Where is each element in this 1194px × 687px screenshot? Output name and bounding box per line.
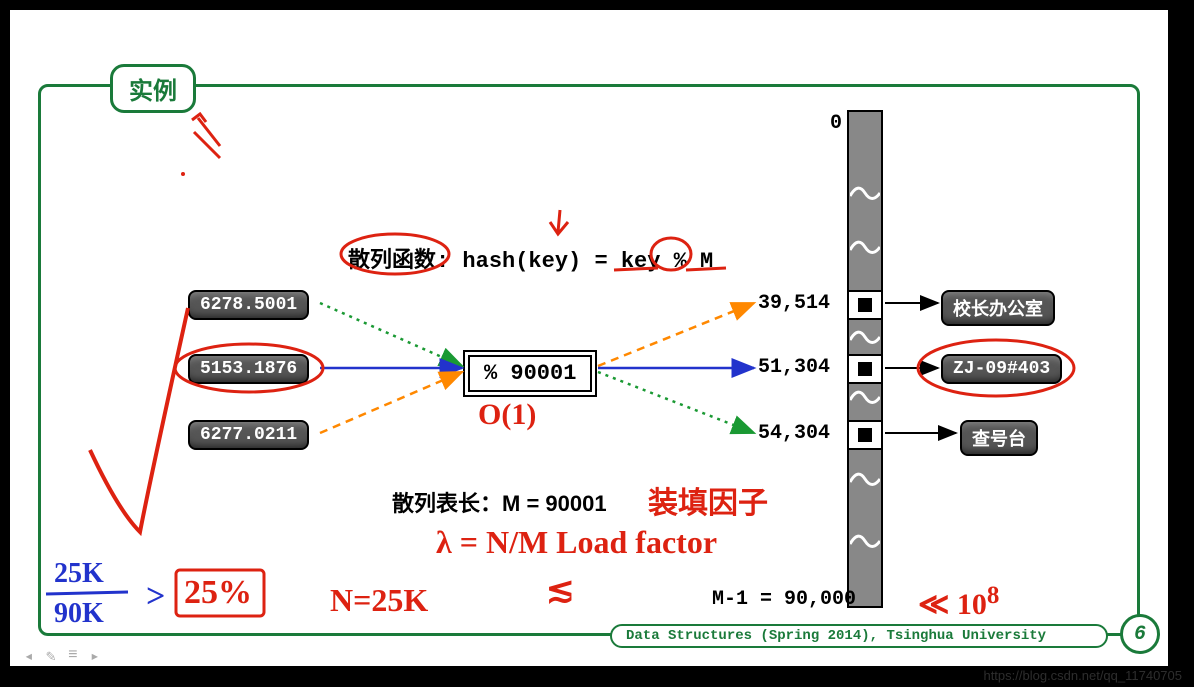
input-pill-1: 5153.1876 [188, 354, 309, 384]
wave-icon [850, 472, 880, 486]
slot-1 [847, 354, 883, 384]
footer-course: Data Structures (Spring 2014), Tsinghua … [610, 624, 1108, 648]
annotation-zhuangtian: 装填因子 [648, 478, 768, 522]
input-pill-2: 6277.0211 [188, 420, 309, 450]
table-length-label: 散列表长：M = 90001 [392, 486, 607, 518]
badge-title: 实例 [110, 64, 196, 113]
nav-pen-icon[interactable]: ✎ [46, 646, 56, 666]
output-pill-2: 查号台 [960, 420, 1038, 456]
hash-box: % 90001 [468, 355, 592, 392]
zero-label: 0 [830, 112, 842, 135]
annotation-ll-exp: ≪ 108 [918, 582, 999, 622]
slot-2 [847, 420, 883, 450]
annotation-frac-bot: 90K [54, 598, 104, 630]
annotation-pct: 25% [184, 574, 252, 612]
slot-0 [847, 290, 883, 320]
input-pill-0: 6278.5001 [188, 290, 309, 320]
watermark: https://blog.csdn.net/qq_11740705 [983, 668, 1182, 683]
m-minus-one: M-1 = 90,000 [712, 588, 856, 611]
hash-formula-rest: : hash(key) = key % M [436, 249, 713, 274]
output-pill-0: 校长办公室 [941, 290, 1055, 326]
nav-prev-icon[interactable]: ◂ [24, 646, 34, 666]
output-num-0: 39,514 [758, 292, 830, 315]
page-number: 6 [1120, 614, 1160, 654]
hash-formula: 散列函数: hash(key) = key % M [348, 242, 713, 274]
annotation-lambda: λ = N/M Load factor [436, 524, 717, 561]
annotation-o1: O(1) [478, 398, 536, 432]
hash-formula-prefix: 散列函数 [348, 247, 436, 272]
output-num-1: 51,304 [758, 356, 830, 379]
annotation-gt: > [146, 578, 165, 616]
nav-menu-icon[interactable]: ≡ [68, 646, 78, 664]
wave-icon [850, 534, 880, 548]
output-pill-1: ZJ-09#403 [941, 354, 1062, 384]
wave-icon [850, 330, 880, 344]
slide: 实例 散列函数: hash(key) = key % M 6278.5001 5… [10, 10, 1168, 666]
annotation-n25k: N=25K [330, 582, 428, 619]
wave-icon [850, 240, 880, 254]
nav-next-icon[interactable]: ▸ [90, 646, 100, 666]
wave-icon [850, 390, 880, 404]
annotation-lt-wave: ≲ [546, 570, 575, 610]
output-num-2: 54,304 [758, 422, 830, 445]
wave-icon [850, 186, 880, 200]
annotation-frac-top: 25K [54, 558, 104, 590]
